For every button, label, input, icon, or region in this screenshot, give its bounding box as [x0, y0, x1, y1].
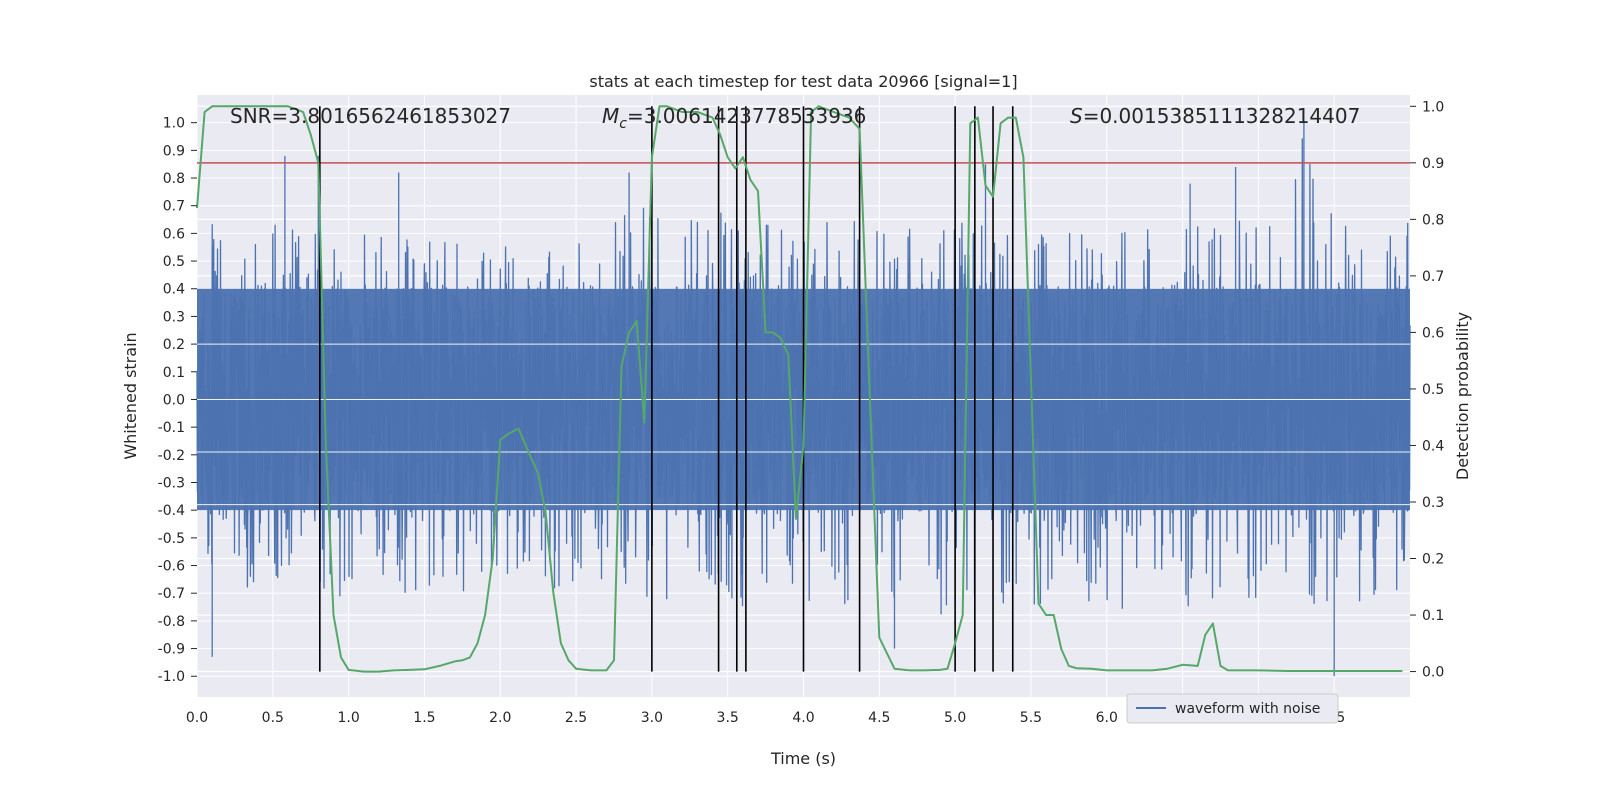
- x-tick-label: 5.0: [944, 710, 966, 726]
- y-tick-label: -0.4: [158, 503, 185, 519]
- chirp-mass-annotation: Mc=3.0061423778533936: [602, 104, 866, 132]
- x-tick-label: 1.5: [413, 710, 435, 726]
- y2-tick-label: 0.8: [1422, 212, 1444, 228]
- y-tick-label: 0.9: [163, 143, 185, 159]
- y-tick-label: 0.5: [163, 254, 185, 270]
- y2-axis-ticks: 1.0 0.9 0.8 0.7 0.6 0.5 0.4 0.3 0.2 0.1 0.0: [1410, 99, 1444, 681]
- x-tick-label: 5.5: [1020, 710, 1042, 726]
- y2-axis-label: Detection probability: [1453, 312, 1472, 480]
- x-tick-label: 0.0: [186, 710, 208, 726]
- y-tick-label: 1.0: [163, 116, 185, 132]
- event-lines: [319, 106, 1014, 672]
- y-tick-label: 0.7: [163, 199, 185, 215]
- probability-line: [196, 105, 1403, 673]
- x-tick-label: 6.0: [1096, 710, 1118, 726]
- y-tick-label: -0.8: [158, 614, 185, 630]
- x-tick-label: 4.0: [792, 710, 814, 726]
- y-tick-label: -0.7: [158, 586, 185, 602]
- x-axis-label: Time (s): [770, 749, 836, 768]
- y2-tick-label: 0.5: [1422, 382, 1444, 398]
- y2-tick-label: 0.7: [1422, 269, 1444, 285]
- y2-tick-label: 0.0: [1422, 665, 1444, 681]
- y-tick-label: 0.4: [163, 282, 185, 298]
- y-tick-label: -1.0: [158, 669, 185, 685]
- y2-tick-label: 0.1: [1422, 608, 1444, 624]
- chirp-mass-value: =3.0061423778533936: [627, 104, 866, 128]
- y-tick-label: 0.3: [163, 309, 185, 325]
- y-tick-label: -0.9: [158, 642, 185, 658]
- y-tick-label: -0.2: [158, 448, 185, 464]
- legend-box: [1126, 693, 1339, 724]
- x-tick-label: 2.0: [489, 710, 511, 726]
- y-tick-label: 0.8: [163, 171, 185, 187]
- legend: waveform with noise: [1126, 693, 1339, 724]
- y2-tick-label: 1.0: [1422, 99, 1444, 115]
- y-tick-label: -0.6: [158, 559, 185, 575]
- y-tick-label: -0.1: [158, 420, 185, 436]
- x-tick-label: 4.5: [868, 710, 890, 726]
- spin-value: =0.0015385111328214407: [1083, 104, 1361, 128]
- y2-tick-label: 0.6: [1422, 325, 1444, 341]
- x-tick-label: 3.0: [641, 710, 663, 726]
- chirp-mass-subscript: c: [619, 116, 627, 132]
- spin-symbol: S: [1070, 104, 1083, 128]
- y-tick-label: 0.0: [163, 392, 185, 408]
- chart-title: stats at each timestep for test data 209…: [589, 72, 1017, 91]
- chirp-mass-symbol: M: [602, 104, 619, 128]
- probability-series: [196, 105, 1403, 673]
- x-tick-label: 0.5: [262, 710, 284, 726]
- y-tick-label: 0.2: [163, 337, 185, 353]
- y-tick-label: -0.5: [158, 531, 185, 547]
- y-axis-ticks: 1.0 0.9 0.8 0.7 0.6 0.5 0.4 0.3 0.2 0.1 0.0 -0.1 -0.…: [158, 116, 197, 685]
- y2-tick-label: 0.2: [1422, 552, 1444, 568]
- snr-annotation: SNR=3.8016562461853027: [230, 104, 511, 128]
- x-tick-label: 3.5: [717, 710, 739, 726]
- x-tick-label: 1.0: [337, 710, 359, 726]
- y2-tick-label: 0.3: [1422, 495, 1444, 511]
- y-tick-label: 0.1: [163, 365, 185, 381]
- y-tick-label: 0.6: [163, 226, 185, 242]
- y2-tick-label: 0.4: [1422, 438, 1444, 454]
- legend-label: waveform with noise: [1175, 701, 1320, 717]
- y-axis-label: Whitened strain: [121, 332, 140, 459]
- x-tick-label: 2.5: [565, 710, 587, 726]
- y2-tick-label: 0.9: [1422, 156, 1444, 172]
- y-tick-label: -0.3: [158, 475, 185, 491]
- spin-annotation: S=0.0015385111328214407: [1070, 104, 1360, 128]
